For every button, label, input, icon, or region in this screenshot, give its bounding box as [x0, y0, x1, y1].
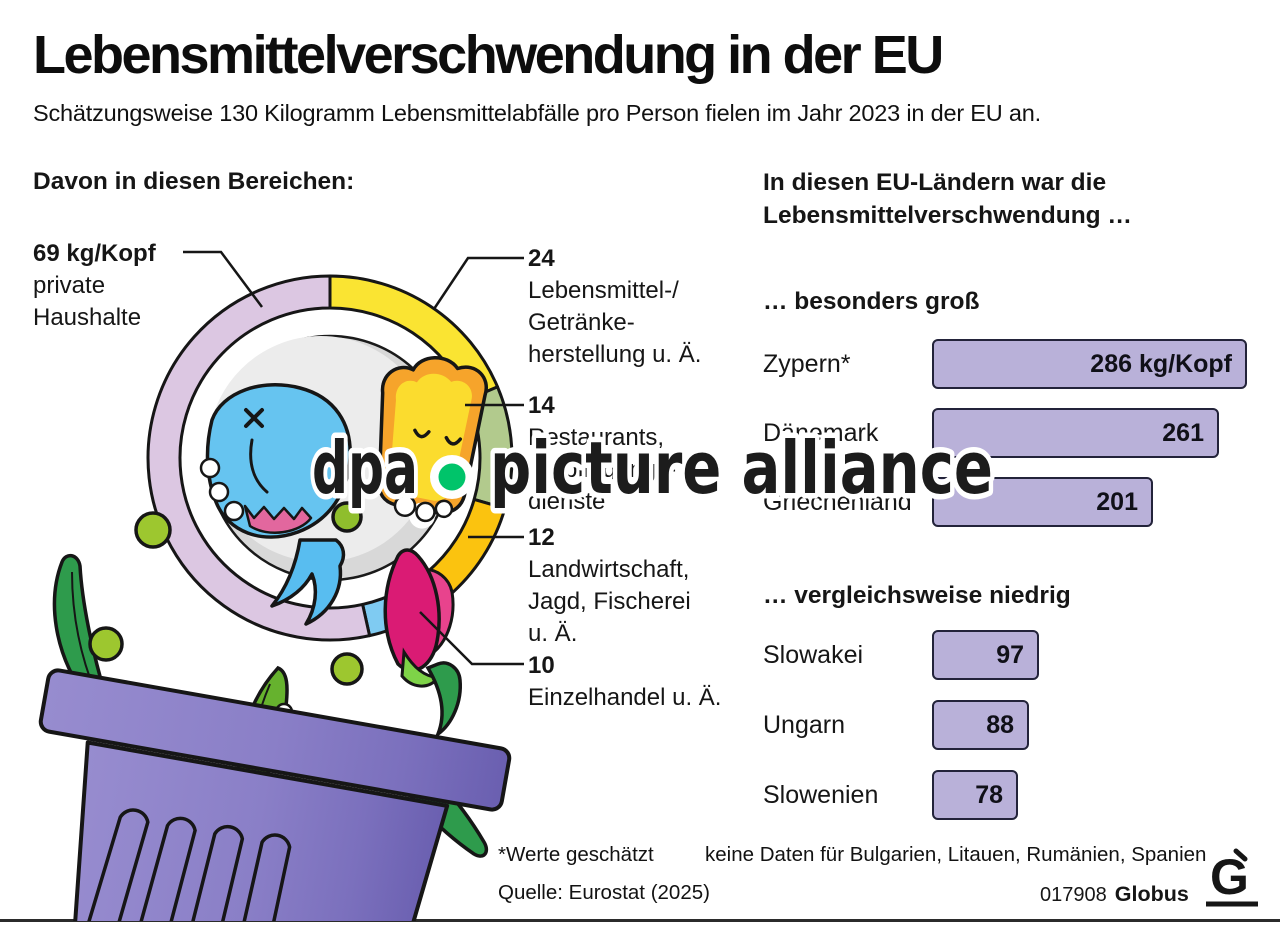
fish-illustration [199, 383, 352, 539]
bottom-rule [0, 919, 1280, 922]
bar-zypern: 286 kg/Kopf [932, 339, 1247, 389]
donut-label-line: Restaurants, [528, 424, 665, 451]
footnote-estimated: *Werte geschätzt [498, 843, 654, 866]
donut-label-line: Lebensmittel-/ [528, 277, 679, 304]
group-high-label: … besonders groß [763, 288, 980, 315]
pea-icon [330, 652, 364, 686]
donut-label-line: Haushalte [33, 304, 142, 331]
right-section-heading: In diesen EU-Ländern war die Lebensmitte… [763, 166, 1132, 232]
left-section-heading: Davon in diesen Bereichen: [33, 168, 355, 195]
graphic-code: 017908 [1040, 884, 1107, 906]
toast-eyes [413, 428, 463, 446]
right-heading-line: Lebensmittelverschwendung … [763, 202, 1132, 229]
bar-value-label: 97 [996, 640, 1024, 669]
donut-label-retail: 10 Einzelhandel u. Ä. [528, 650, 721, 714]
bar-value-label: 88 [986, 710, 1014, 739]
bar-value-label: 286 kg/Kopf [1090, 349, 1232, 378]
donut-value: 14 [528, 392, 555, 419]
country-label: Dänemark [763, 419, 879, 447]
fish-gill [249, 438, 269, 494]
country-label: Ungarn [763, 711, 845, 739]
footnote-no-data: keine Daten für Bulgarien, Litauen, Rumä… [705, 843, 1207, 866]
donut-label-manufacture: 24 Lebensmittel-/ Getränke- herstellung … [528, 243, 701, 371]
donut-label-agriculture: 12 Landwirtschaft, Jagd, Fischerei u. Ä. [528, 522, 691, 650]
rose-illustration [383, 548, 462, 739]
donut-label-line: Getränke- [528, 309, 635, 336]
donut-label-line: private [33, 272, 106, 299]
bar-value-label: 261 [1162, 418, 1204, 447]
fish-tail [270, 538, 346, 626]
donut-value: 69 kg/Kopf [33, 240, 156, 267]
donut-segment-69 [146, 274, 372, 642]
bar-ungarn: 88 [932, 700, 1029, 750]
leader-line-24 [432, 256, 524, 310]
trash-can-illustration [38, 668, 512, 921]
pea-icon [331, 501, 363, 533]
donut-label-restaurants: 14 Restaurants, Verpflegungs- dienste [528, 390, 676, 518]
leader-line-10 [419, 611, 524, 666]
donut-label-households: 69 kg/Kopf private Haushalte [33, 238, 156, 334]
country-label: Slowakei [763, 641, 864, 669]
donut-value: 12 [528, 524, 555, 551]
fish-x-eye [244, 408, 264, 428]
bar-griechenland: 201 [932, 477, 1153, 527]
country-label: Zypern* [763, 350, 851, 378]
bar-daenemark: 261 [932, 408, 1219, 458]
donut-label-line: Verpflegungs- [528, 456, 677, 483]
source-note: Quelle: Eurostat (2025) [498, 881, 710, 904]
donut-label-line: Jagd, Fischerei [528, 588, 691, 615]
right-heading-line: In diesen EU-Ländern war die [763, 169, 1107, 196]
credit-row: 017908 Globus [1040, 882, 1189, 907]
fish-roe [243, 504, 313, 534]
donut-label-line: herstellung u. Ä. [528, 341, 702, 368]
leader-line-69 [183, 250, 264, 308]
brand-name: Globus [1114, 882, 1189, 906]
group-low-label: … vergleichsweise niedrig [763, 582, 1071, 609]
donut-value: 24 [528, 245, 555, 272]
country-label: Slowenien [763, 781, 879, 809]
donut-label-line: dienste [528, 488, 606, 515]
bar-value-label: 78 [975, 780, 1003, 809]
pea-icon [134, 511, 172, 549]
country-label: Griechenland [763, 488, 912, 516]
donut-value: 10 [528, 652, 555, 679]
page-subtitle: Schätzungsweise 130 Kilogramm Lebensmitt… [33, 100, 1041, 126]
globus-logo-icon: G [1206, 848, 1258, 907]
donut-label-line: u. Ä. [528, 620, 578, 647]
bar-value-label: 201 [1096, 487, 1138, 516]
donut-label-line: Landwirtschaft, [528, 556, 690, 583]
leader-lines [183, 250, 524, 666]
page-title: Lebensmittelverschwendung in der EU [33, 25, 944, 85]
bar-slowakei: 97 [932, 630, 1039, 680]
bar-slowenien: 78 [932, 770, 1018, 820]
donut-label-line: Einzelhandel u. Ä. [528, 684, 722, 711]
